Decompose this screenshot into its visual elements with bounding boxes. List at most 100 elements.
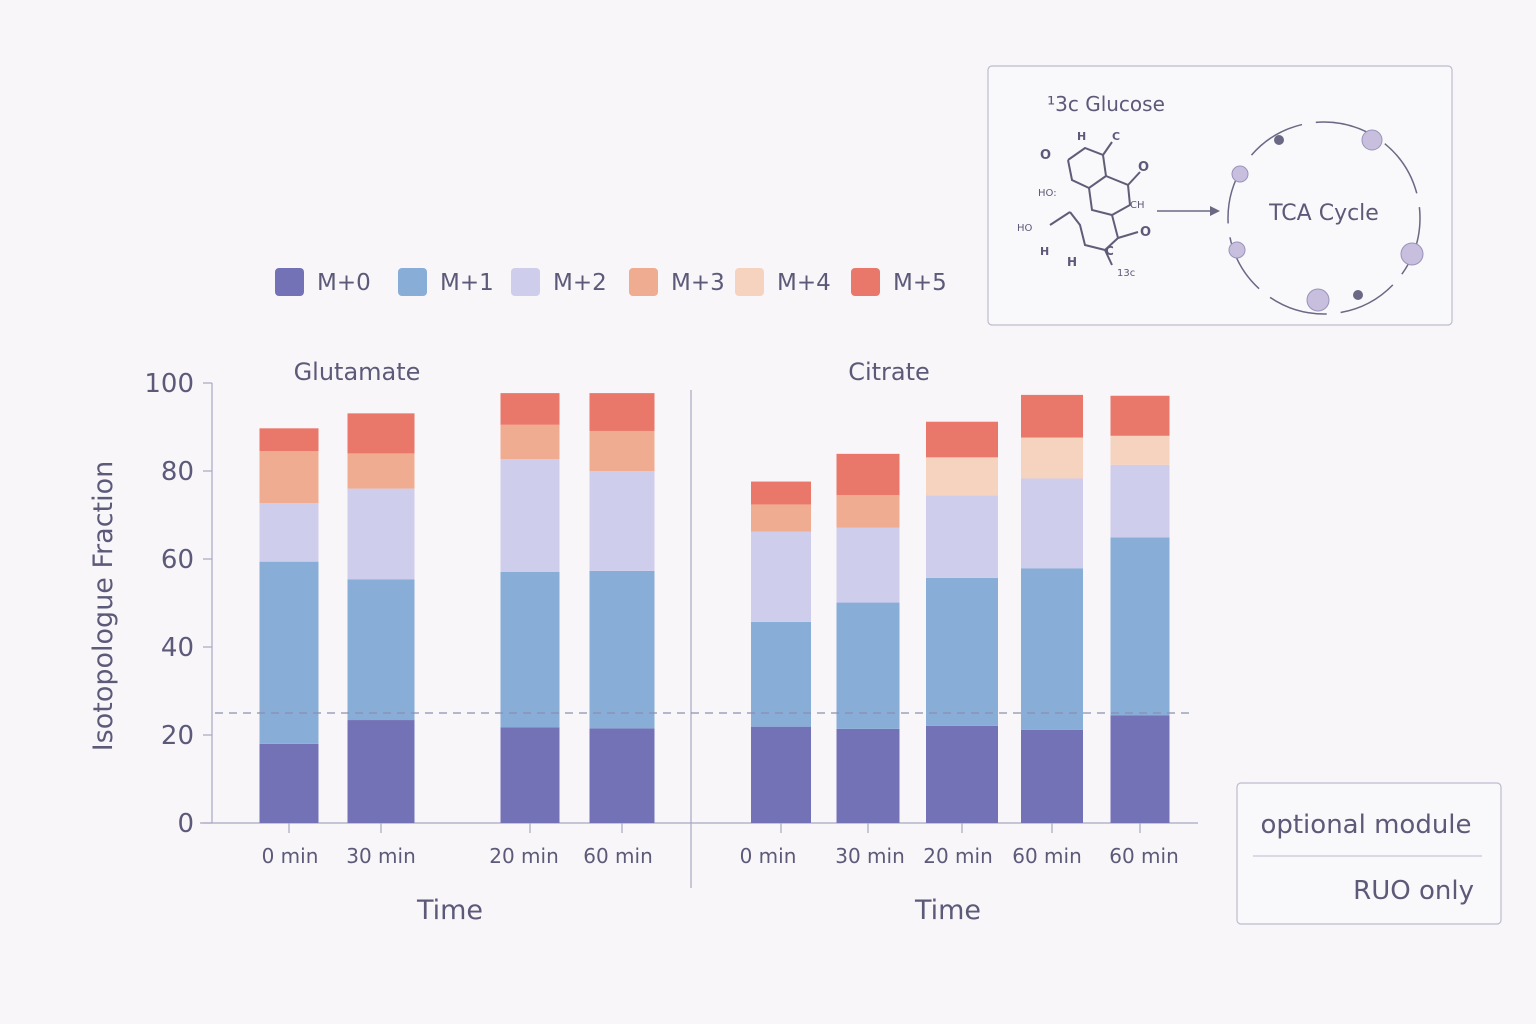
tca-cycle-ring-icon — [1227, 121, 1421, 315]
panel-title-glutamate: Glutamate — [294, 358, 421, 386]
bar-segment-mplus3 — [836, 495, 900, 528]
bar-segment-mplus3 — [259, 451, 319, 504]
note-box: optional module RUO only — [1236, 782, 1502, 925]
atom-label: O — [1138, 160, 1149, 175]
arrow-head-icon — [1210, 206, 1220, 216]
bar-segment-mplus3 — [589, 430, 655, 471]
x-tick-labels: 0 min 30 min 20 min 60 min 0 min 30 min 20 min… — [262, 823, 1179, 868]
bar-segment-mplus3 — [347, 453, 415, 489]
stacked-bar — [259, 428, 319, 823]
bar-segment-mplus5 — [589, 393, 655, 431]
bar-segment-mplus4 — [1110, 435, 1170, 465]
bar-segment-mplus2 — [836, 527, 900, 603]
x-tick-label: 0 min — [262, 844, 319, 868]
bar-segment-mplus3 — [500, 424, 560, 460]
bar-segment-mplus0 — [1021, 729, 1083, 823]
legend-item: M+5 — [851, 268, 947, 296]
bar-segment-mplus5 — [1021, 394, 1083, 438]
legend-label: M+3 — [671, 270, 725, 296]
node-icon — [1228, 241, 1246, 259]
node-icon — [1231, 165, 1249, 183]
legend-label: M+0 — [317, 270, 371, 296]
y-tick-label: 80 — [161, 457, 194, 487]
x-axis-label-citrate: Time — [914, 895, 981, 926]
bar-segment-mplus5 — [1110, 395, 1170, 436]
glucose-structure-icon — [1049, 141, 1141, 266]
atom-label: C — [1105, 244, 1114, 258]
x-tick-label: 20 min — [923, 844, 993, 868]
bar-segment-mplus0 — [836, 728, 900, 823]
pathway-inset: ¹3c Glucose H C O O HO: CH HO O H H C 13… — [987, 65, 1453, 326]
stacked-bar — [589, 393, 655, 823]
bar-segment-mplus0 — [751, 726, 811, 823]
legend: M+0 M+1 M+2 M+3 M+4 M+5 — [275, 268, 947, 296]
atom-label: CH — [1130, 200, 1145, 211]
bar-segment-mplus1 — [1110, 537, 1170, 716]
bars — [259, 393, 1170, 823]
legend-swatch — [398, 268, 427, 296]
stacked-bar — [1110, 395, 1170, 823]
atom-label: C — [1112, 130, 1120, 143]
legend-swatch — [275, 268, 304, 296]
legend-item: M+0 — [275, 268, 371, 296]
bar-segment-mplus0 — [926, 725, 998, 823]
legend-item: M+1 — [398, 268, 494, 296]
bar-segment-mplus0 — [500, 727, 560, 823]
atom-label: HO — [1017, 223, 1033, 234]
atom-label: H — [1040, 245, 1049, 258]
bar-segment-mplus0 — [347, 720, 415, 823]
note-line-1: optional module — [1260, 810, 1471, 840]
bar-segment-mplus0 — [1110, 715, 1170, 823]
legend-label: M+5 — [893, 270, 947, 296]
cycle-nodes — [1228, 129, 1424, 312]
bar-segment-mplus0 — [589, 728, 655, 823]
legend-item: M+4 — [735, 268, 831, 296]
node-icon — [1274, 135, 1284, 145]
note-frame — [1236, 782, 1502, 925]
legend-label: M+1 — [440, 270, 494, 296]
legend-swatch — [629, 268, 658, 296]
bar-segment-mplus5 — [500, 393, 560, 425]
y-ticks: 0 20 40 60 80 100 — [144, 369, 212, 839]
atom-label: HO: — [1038, 188, 1057, 199]
node-icon — [1353, 290, 1363, 300]
stacked-bar — [926, 421, 998, 823]
cycle-label: TCA Cycle — [1268, 201, 1379, 226]
stacked-bar — [1021, 394, 1083, 823]
bar-segment-mplus1 — [259, 561, 319, 744]
x-tick-label: 60 min — [1012, 844, 1082, 868]
atom-label: O — [1040, 148, 1051, 163]
atom-label: H — [1067, 255, 1077, 269]
bar-segment-mplus0 — [259, 743, 319, 823]
node-icon — [1306, 288, 1330, 312]
bar-segment-mplus1 — [589, 570, 655, 729]
legend-label: M+4 — [777, 270, 831, 296]
bar-segment-mplus1 — [836, 602, 900, 729]
bar-segment-mplus2 — [500, 459, 560, 572]
bar-segment-mplus4 — [1021, 437, 1083, 479]
stacked-bar — [836, 453, 900, 823]
bar-segment-mplus1 — [926, 577, 998, 726]
bar-segment-mplus1 — [500, 571, 560, 728]
x-tick-label: 0 min — [740, 844, 797, 868]
panel-title-citrate: Citrate — [848, 358, 930, 386]
stacked-bar — [500, 393, 560, 823]
y-tick-label: 100 — [144, 369, 194, 399]
bar-segment-mplus2 — [347, 488, 415, 580]
legend-swatch — [851, 268, 880, 296]
y-tick-label: 20 — [161, 721, 194, 751]
node-icon — [1361, 129, 1383, 151]
stacked-bar — [751, 481, 811, 823]
bar-segment-mplus4 — [926, 457, 998, 496]
atom-label: O — [1140, 225, 1151, 240]
node-icon — [1400, 242, 1424, 266]
legend-label: M+2 — [553, 270, 607, 296]
note-line-2: RUO only — [1353, 876, 1474, 906]
stacked-bar — [347, 413, 415, 823]
substrate-label: ¹3c Glucose — [1047, 92, 1165, 116]
bar-segment-mplus2 — [589, 471, 655, 571]
y-axis-label: Isotopologue Fraction — [88, 461, 119, 752]
bar-segment-mplus1 — [347, 579, 415, 721]
inset-frame — [987, 65, 1453, 326]
